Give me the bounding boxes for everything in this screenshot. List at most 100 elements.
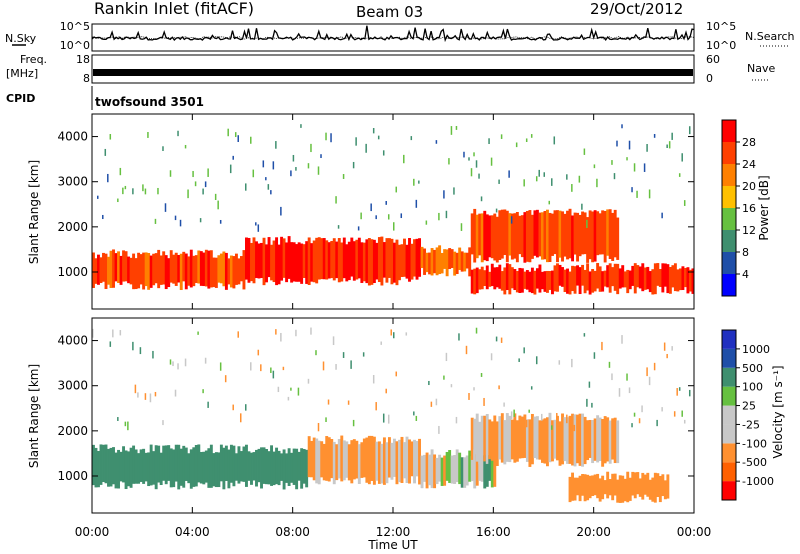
echo-cell (297, 451, 301, 481)
echo-cell (147, 252, 151, 290)
echo-cell (92, 444, 95, 486)
scatter-cell (260, 364, 262, 372)
scatter-cell (653, 133, 656, 138)
scatter-cell (631, 187, 633, 193)
scatter-cell (566, 414, 568, 424)
scatter-cell (385, 201, 387, 205)
echo-cell (245, 237, 248, 280)
echo-cell (598, 478, 602, 502)
echo-cell (142, 448, 146, 484)
noise-sky-line (91, 25, 695, 43)
scatter-cell (510, 216, 513, 224)
echo-cell (528, 419, 532, 467)
scatter-cell (377, 135, 380, 140)
echo-cell (631, 471, 635, 496)
scatter-cell (656, 419, 658, 427)
echo-cell (410, 243, 414, 280)
echo-cell (305, 241, 309, 284)
scatter-cell (638, 418, 641, 424)
scatter-cell (109, 134, 112, 140)
scatter-cell (666, 353, 668, 359)
echo-cell (508, 415, 512, 463)
echo-cell (219, 444, 223, 482)
echo-cell (480, 266, 484, 290)
echo-cell (362, 438, 366, 478)
echo-cell (460, 251, 464, 272)
scatter-cell (380, 341, 382, 345)
x-tick-label: 12:00 (376, 525, 411, 539)
scatter-cell (525, 138, 528, 143)
echo-cell (418, 438, 421, 485)
velocity-colorbar-swatch (722, 462, 736, 482)
echo-cell (473, 418, 477, 464)
echo-cell (543, 211, 547, 260)
echo-cell (265, 244, 268, 283)
echo-cell (470, 456, 474, 482)
echo-cell (305, 449, 309, 488)
scatter-cell (596, 178, 598, 188)
echo-cell (636, 265, 640, 288)
echo-cell (285, 242, 289, 283)
echo-cell (137, 252, 141, 289)
scatter-cell (586, 219, 588, 229)
echo-cell (578, 413, 582, 466)
scatter-cell (184, 358, 187, 367)
echo-cell (611, 473, 615, 501)
velocity-x-ticks (91, 318, 695, 513)
echo-cell (613, 263, 617, 291)
echo-cell (122, 446, 126, 483)
echo-cell (239, 256, 243, 282)
velocity-colorbar-swatch (722, 405, 736, 425)
scatter-cell (97, 195, 99, 199)
echo-cell (601, 475, 605, 500)
scatter-cell (480, 373, 483, 377)
velocity-colorbar: 1000 500 100 25 -25 -100 -500 -1000 (721, 329, 774, 501)
echo-cell (360, 242, 364, 283)
scatter-cell (272, 370, 275, 379)
scatter-cell (573, 424, 576, 432)
echo-cell (280, 236, 284, 281)
echo-cell (375, 441, 379, 481)
echo-cell (651, 477, 655, 502)
scatter-cell (415, 199, 418, 208)
echo-cell (500, 271, 504, 291)
scatter-cell (310, 143, 312, 153)
scatter-cell (648, 376, 651, 386)
echo-cell (209, 444, 213, 488)
x-tick-label: 00:00 (75, 525, 110, 539)
echo-cell (546, 270, 549, 293)
echo-cell (192, 447, 196, 487)
scatter-cell (393, 332, 395, 339)
echo-cell (217, 255, 221, 283)
echo-cell (598, 266, 602, 292)
echo-cell (400, 436, 404, 483)
echo-cell (420, 455, 424, 489)
echo-cell (498, 416, 502, 460)
power-data (92, 124, 695, 295)
scatter-cell (538, 169, 540, 177)
echo-cell (520, 215, 524, 258)
echo-cell (503, 420, 507, 465)
echo-cell (94, 258, 98, 284)
echo-cell (601, 210, 605, 255)
echo-cell (327, 437, 331, 482)
echo-cell (214, 257, 218, 288)
echo-cell (142, 252, 146, 290)
echo-cell (357, 444, 361, 484)
echo-cell (673, 263, 677, 292)
echo-cell (144, 252, 148, 287)
scatter-cell (335, 364, 337, 370)
scatter-cell (415, 415, 418, 421)
echo-cell (393, 242, 396, 283)
echo-cell (470, 213, 474, 255)
echo-cell (483, 415, 487, 462)
scatter-cell (152, 350, 154, 359)
scatter-cell (688, 389, 691, 397)
echo-cell (139, 254, 143, 285)
echo-cell (556, 263, 559, 292)
velocity-colorbar-swatch (722, 367, 736, 387)
echo-cell (573, 266, 577, 294)
echo-cell (636, 472, 640, 495)
echo-cell (503, 209, 507, 256)
echo-cell (325, 436, 329, 481)
